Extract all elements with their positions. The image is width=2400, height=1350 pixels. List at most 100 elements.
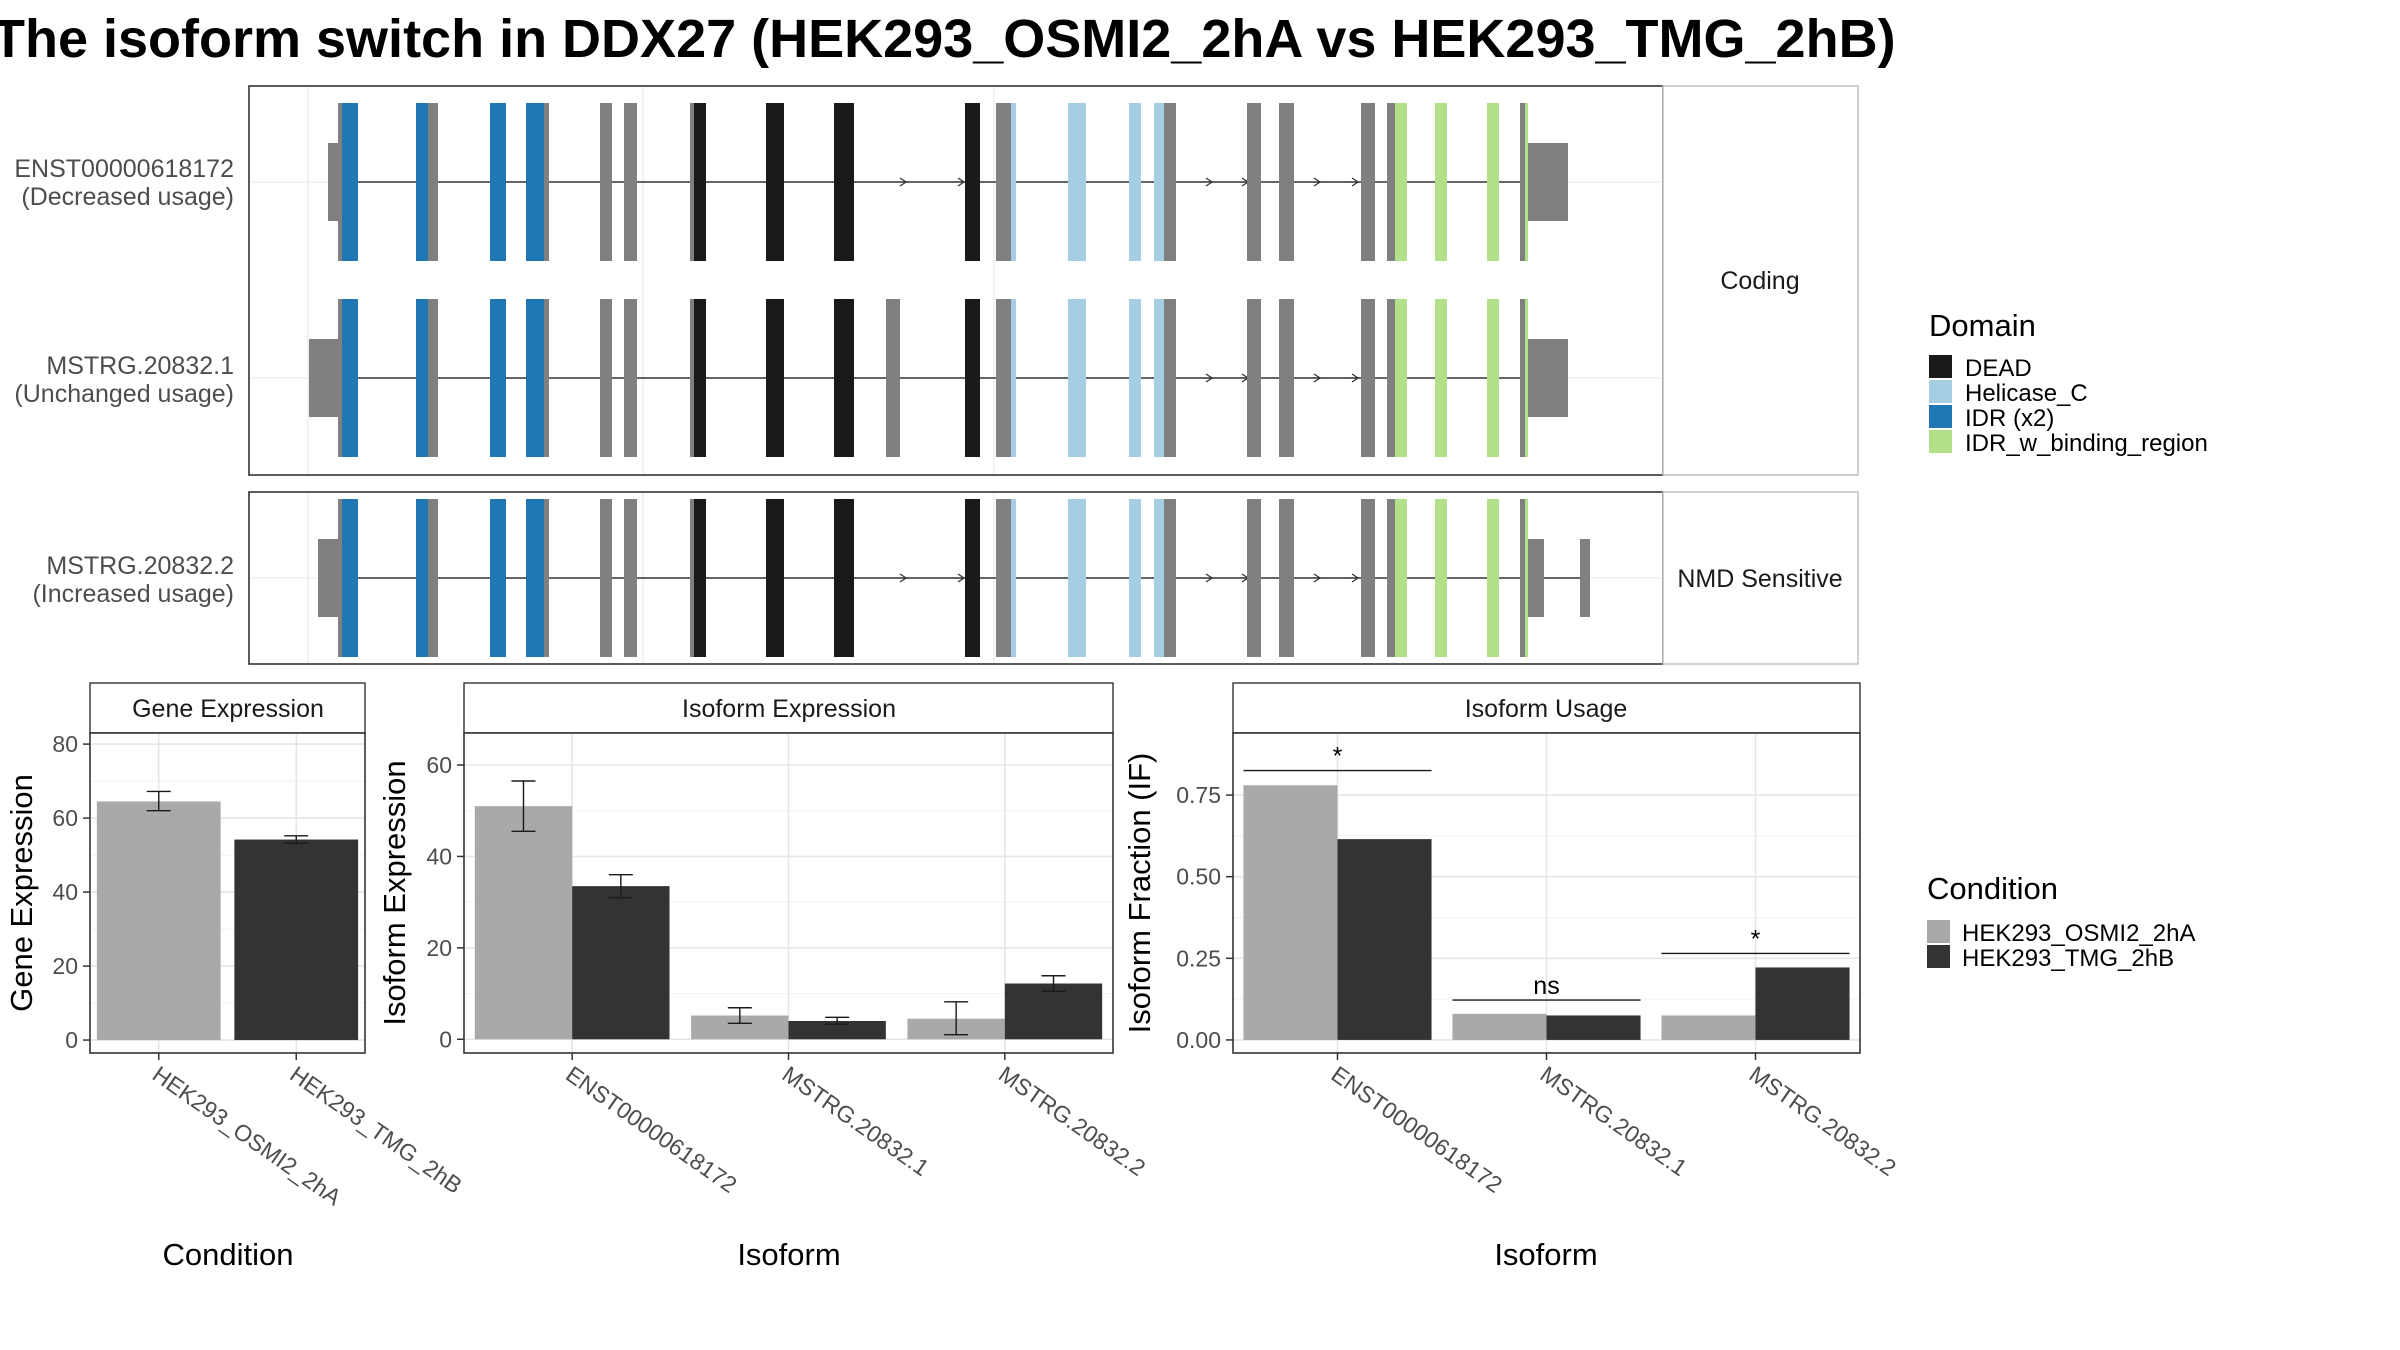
strand-arrow	[899, 573, 908, 583]
exon-block	[1164, 299, 1176, 457]
domain-legend-title: Domain	[1929, 308, 2036, 343]
exon-block	[1068, 499, 1086, 657]
error-bar	[825, 1016, 850, 1025]
exon-block	[1487, 299, 1499, 457]
gene-expression-title: Gene Expression	[132, 695, 324, 723]
facet-strip-coding	[1662, 85, 1859, 476]
gene-expression-xlabel: Condition	[163, 1237, 294, 1272]
y-tick-label: 0.00	[1176, 1027, 1221, 1053]
y-tick-label: 0.25	[1176, 945, 1221, 971]
bar	[1452, 1013, 1547, 1040]
exon-block	[965, 299, 980, 457]
exon-block	[1395, 499, 1407, 657]
bar	[1755, 967, 1850, 1040]
exon-block	[490, 299, 506, 457]
bar	[691, 1015, 789, 1040]
isoform-expression-xlabel: Isoform	[737, 1237, 840, 1272]
legend-label-idr: IDR (x2)	[1965, 405, 2054, 432]
exon-block	[694, 499, 706, 657]
exon-block	[1279, 103, 1294, 261]
x-tick-label: MSTRG.20832.2	[1745, 1061, 1901, 1181]
exon-block	[834, 299, 854, 457]
exon-block	[624, 103, 637, 261]
utr-3prime	[1528, 339, 1568, 417]
error-bar	[1041, 975, 1066, 992]
exon-block	[1164, 103, 1176, 261]
exon-block	[694, 103, 706, 261]
isoform-usage-strip	[1232, 682, 1861, 734]
exon-block	[1361, 299, 1375, 457]
significance-label: *	[1333, 743, 1343, 771]
isoform-expression-strip	[463, 682, 1114, 734]
exon-block	[342, 103, 358, 261]
legend-key-tmg	[1927, 945, 1950, 968]
legend-label-dead: DEAD	[1965, 355, 2032, 382]
strand-arrow	[957, 177, 966, 187]
isoform-usage-xlabel: Isoform	[1494, 1237, 1597, 1272]
bar	[1243, 785, 1338, 1040]
exon-block	[694, 299, 706, 457]
condition-legend: Condition HEK293_OSMI2_2hA HEK293_TMG_2h…	[1927, 871, 2195, 972]
x-tick-label: MSTRG.20832.1	[778, 1061, 934, 1181]
x-tick-label: ENST00000618172	[1327, 1061, 1507, 1198]
exon-block	[1435, 103, 1447, 261]
exon-block	[1387, 499, 1395, 657]
exon-block	[1247, 103, 1261, 261]
y-tick-label: 40	[52, 879, 78, 905]
exon-block	[428, 499, 438, 657]
legend-key-helicase-c	[1929, 380, 1952, 403]
exon-block	[766, 299, 784, 457]
exon-block	[526, 299, 544, 457]
exon-block	[1520, 299, 1525, 457]
exon-block	[1247, 299, 1261, 457]
exon-block	[624, 499, 637, 657]
strand-arrow	[1313, 373, 1322, 383]
exon-block	[490, 103, 506, 261]
exon-block	[428, 299, 438, 457]
bar	[96, 801, 221, 1041]
isoform-label-3-id: MSTRG.20832.2	[46, 552, 234, 580]
strand-arrow	[1351, 373, 1360, 383]
domain-legend: Domain DEAD Helicase_C IDR (x2) IDR_w_bi…	[1929, 308, 2208, 457]
exon-block	[1361, 103, 1375, 261]
transcript-tracks	[309, 103, 1590, 657]
condition-legend-title: Condition	[1927, 871, 2058, 906]
y-tick-label: 60	[52, 805, 78, 831]
exon-block	[544, 103, 549, 261]
exon-block	[766, 103, 784, 261]
exon-block	[1487, 103, 1499, 261]
y-tick-label: 0	[65, 1027, 78, 1053]
exon-block	[1247, 499, 1261, 657]
y-tick-label: 0.75	[1176, 782, 1221, 808]
error-bar	[146, 790, 171, 812]
exon-block	[490, 499, 506, 657]
legend-key-idr-binding	[1929, 430, 1952, 453]
x-tick-label: MSTRG.20832.1	[1536, 1061, 1692, 1181]
strand-arrow	[1313, 573, 1322, 583]
isoform-usage-ylabel: Isoform Fraction (IF)	[1122, 753, 1157, 1034]
exon-block	[1395, 103, 1407, 261]
exon-block	[1387, 103, 1395, 261]
exon-block	[1154, 499, 1164, 657]
isoform-label-2-usage: (Unchanged usage)	[14, 380, 234, 408]
y-tick-label: 60	[426, 752, 452, 778]
exon-block	[1011, 299, 1016, 457]
utr-3prime	[1528, 143, 1568, 221]
bar	[1546, 1015, 1641, 1040]
isoform-usage-panel: Isoform Usage * ns * 0.00 0.25 0.50 0.75 ENST00…	[1122, 682, 1901, 1272]
legend-label-osmi2: HEK293_OSMI2_2hA	[1962, 920, 2195, 947]
legend-key-idr	[1929, 405, 1952, 428]
isoform-label-1-id: ENST00000618172	[14, 155, 234, 183]
strand-arrow	[1351, 573, 1360, 583]
significance-label: ns	[1533, 972, 1559, 1000]
structure-coding-panel-border	[248, 85, 1664, 476]
strand-arrow	[957, 573, 966, 583]
isoform-label-3-usage: (Increased usage)	[32, 580, 234, 608]
strand-arrow	[899, 177, 908, 187]
transcript-track-1	[328, 103, 1568, 261]
exon-block	[965, 499, 980, 657]
strand-arrow	[1205, 373, 1214, 383]
isoform-usage-title: Isoform Usage	[1465, 695, 1628, 723]
x-tick-label: MSTRG.20832.2	[994, 1061, 1150, 1181]
exon-block	[526, 103, 544, 261]
